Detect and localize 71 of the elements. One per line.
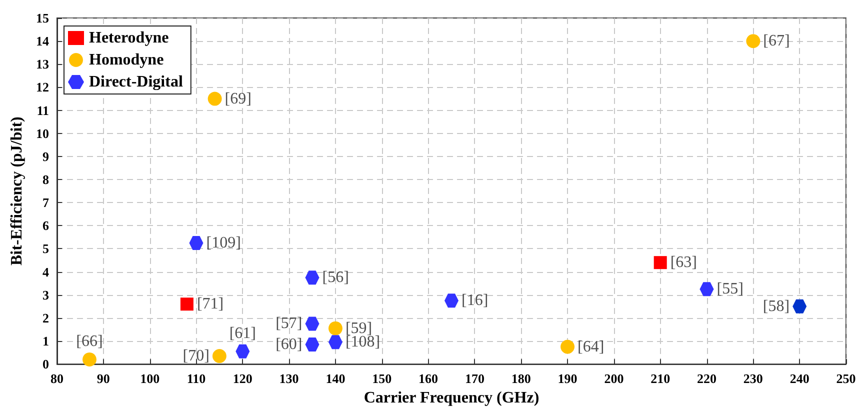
y-tick-label: 15 (36, 10, 50, 26)
y-tick-label: 1 (42, 334, 49, 349)
y-axis-title: Bit-Efficiency (pJ/bit) (8, 116, 26, 266)
y-tick-label: 9 (42, 148, 50, 164)
point (328, 335, 342, 350)
annotation: [67] (763, 32, 790, 50)
x-tick-label: 150 (372, 371, 392, 386)
x-tick-label: 220 (697, 371, 717, 386)
annotation: [71] (196, 296, 224, 313)
y-tick-label: 7 (42, 195, 50, 210)
point (82, 352, 96, 366)
x-tick-label: 180 (511, 371, 531, 386)
point (654, 256, 667, 270)
x-tick-label: 160 (418, 371, 438, 386)
annotation: [64] (578, 338, 604, 356)
point (189, 236, 204, 250)
point (700, 282, 714, 296)
annotation: [63] (670, 254, 698, 272)
y-tick-label: 8 (42, 172, 50, 188)
annotation: [58] (762, 298, 790, 315)
point (305, 270, 320, 285)
y-tick-label: 3 (42, 287, 50, 302)
point (444, 294, 458, 308)
point (305, 316, 320, 331)
annotation: [66] (76, 332, 103, 350)
x-tick-label: 250 (836, 371, 856, 386)
annotation: [60] (276, 336, 302, 353)
y-tick-label: 11 (36, 102, 49, 118)
y-tick-label: 12 (36, 80, 49, 95)
x-tick-label: 170 (464, 371, 484, 386)
x-tick-label: 100 (140, 371, 160, 386)
y-tick-label: 0 (42, 356, 49, 372)
x-tick-label: 110 (186, 371, 206, 386)
point (305, 337, 320, 352)
x-tick-label: 130 (279, 371, 299, 386)
point (792, 299, 807, 314)
x-tick-label: 140 (326, 371, 346, 386)
x-tick-label: 210 (650, 371, 670, 386)
y-tick-label: 14 (36, 34, 50, 49)
point (560, 340, 575, 354)
x-axis-title: Carrier Frequency (GHz) (364, 390, 540, 406)
point (746, 34, 760, 48)
annotation: [69] (224, 90, 252, 108)
legend-label: Heterodyne (89, 30, 169, 46)
point (328, 321, 342, 336)
annotation: [70] (182, 348, 210, 365)
annotation: [55] (716, 280, 744, 298)
x-tick-label: 230 (743, 371, 763, 386)
annotation: [109] (206, 234, 241, 252)
y-tick-label: 2 (42, 310, 49, 326)
x-tick-label: 90 (96, 371, 110, 386)
annotation: [57] (276, 315, 302, 332)
annotation: [56] (322, 269, 349, 286)
point (180, 298, 194, 311)
legend-label: Homodyne (89, 52, 164, 68)
y-tick-label: 5 (42, 241, 50, 256)
x-tick-label: 120 (232, 371, 252, 386)
y-tick-label: 6 (42, 218, 50, 234)
point (212, 349, 226, 364)
y-tick-label: 10 (36, 126, 49, 141)
x-tick-label: 240 (790, 371, 810, 386)
x-tick-label: 80 (50, 371, 64, 386)
annotation: [61] (229, 324, 256, 342)
x-tick-label: 190 (558, 371, 578, 386)
y-tick-label: 4 (42, 264, 50, 280)
point (236, 344, 250, 358)
x-tick-label: 200 (604, 371, 624, 386)
y-tick-label: 13 (36, 56, 50, 72)
point (208, 92, 222, 106)
annotation: [16] (462, 292, 488, 310)
legend-label: Direct-Digital (89, 74, 184, 90)
